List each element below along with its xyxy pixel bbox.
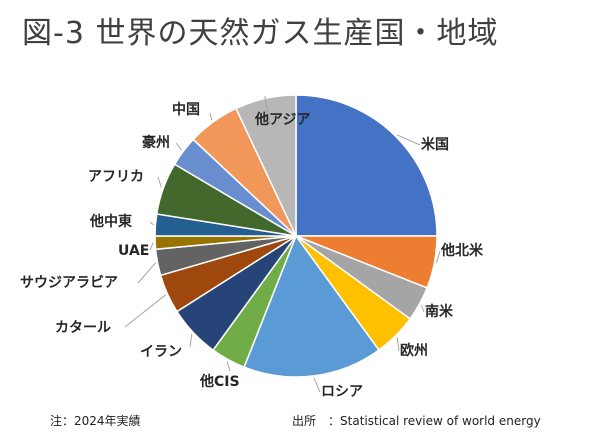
leader-line-2 bbox=[420, 304, 425, 313]
leader-line-4 bbox=[313, 377, 321, 393]
slice-label-14: 他アジア bbox=[254, 111, 310, 128]
slice-label-7: カタール bbox=[55, 320, 111, 336]
leader-line-5 bbox=[226, 361, 231, 372]
slice-label-11: アフリカ bbox=[88, 169, 144, 185]
slice-label-2: 南米 bbox=[425, 303, 454, 320]
slice-label-9: UAE bbox=[118, 243, 149, 259]
slice-label-13: 中国 bbox=[172, 101, 200, 118]
source-line: 出所 ：Statistical review of world energy bbox=[292, 412, 541, 429]
leader-line-0 bbox=[396, 134, 421, 146]
pie-slice-0 bbox=[295, 94, 438, 237]
leader-line-7 bbox=[124, 294, 167, 328]
leader-line-11 bbox=[157, 176, 162, 188]
leader-line-6 bbox=[189, 333, 193, 348]
slice-label-4: ロシア bbox=[321, 384, 363, 400]
leader-line-8 bbox=[137, 262, 156, 284]
leader-line-13 bbox=[209, 112, 213, 121]
slice-label-3: 欧州 bbox=[400, 342, 428, 359]
slice-label-6: イラン bbox=[140, 344, 182, 360]
leader-line-12 bbox=[175, 142, 182, 151]
slice-label-8: サウジアラビア bbox=[20, 275, 118, 291]
leader-line-10 bbox=[149, 221, 154, 226]
chart-title: 図-3 世界の天然ガス生産国・地域 bbox=[22, 16, 499, 51]
leader-line-9 bbox=[149, 242, 154, 251]
slice-label-1: 他北米 bbox=[440, 242, 484, 259]
slice-label-10: 他中東 bbox=[89, 213, 132, 230]
leader-line-3 bbox=[396, 337, 400, 352]
footnote: 注：2024年実績 bbox=[50, 414, 141, 428]
slice-label-5: 他CIS bbox=[199, 373, 240, 390]
slice-label-12: 豪州 bbox=[142, 134, 170, 151]
leader-line-1 bbox=[436, 250, 441, 263]
pie-slice-4 bbox=[243, 234, 380, 378]
source-text: ：Statistical review of world energy bbox=[328, 414, 541, 428]
leader-line-14 bbox=[264, 96, 271, 126]
source-label: 出所 bbox=[292, 414, 317, 428]
slice-label-0: 米国 bbox=[421, 136, 449, 153]
